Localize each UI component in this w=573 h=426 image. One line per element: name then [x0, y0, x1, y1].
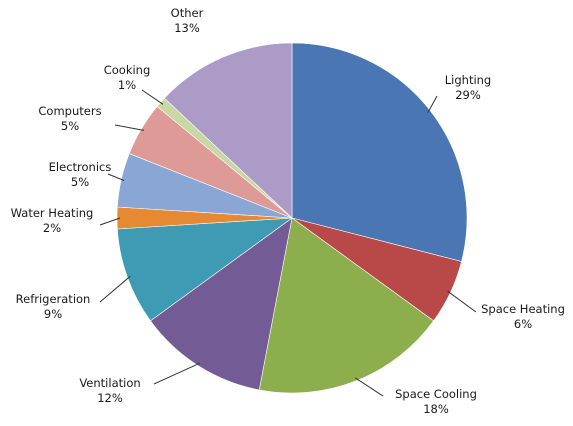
slice-percent-cooking: 1%: [118, 78, 136, 92]
slice-label-refrigeration: Refrigeration: [16, 292, 91, 306]
slice-label-cooking: Cooking: [104, 63, 151, 77]
slice-percent-space-cooling: 18%: [423, 402, 449, 416]
pie-slice-lighting: [291, 42, 468, 262]
slice-label-ventilation: Ventilation: [79, 376, 140, 390]
leader-line-space-heating: [447, 290, 477, 313]
slice-percent-lighting: 29%: [455, 88, 481, 102]
leader-line-ventilation: [153, 362, 201, 385]
slice-percent-refrigeration: 9%: [44, 307, 62, 321]
slice-label-other: Other: [171, 6, 204, 20]
slice-percent-space-heating: 6%: [514, 317, 532, 331]
slice-label-water-heating: Water Heating: [11, 206, 94, 220]
pie-slice-refrigeration: [117, 217, 294, 322]
leader-line-water-heating: [99, 217, 121, 226]
pie-slice-space-cooling: [258, 217, 434, 394]
slice-percent-water-heating: 2%: [43, 221, 61, 235]
leader-line-cooking: [141, 89, 164, 105]
slice-label-lighting: Lighting: [445, 73, 491, 87]
slice-label-computers: Computers: [38, 104, 101, 118]
slice-label-space-heating: Space Heating: [481, 302, 565, 316]
slice-percent-ventilation: 12%: [97, 391, 123, 405]
slice-percent-computers: 5%: [61, 119, 79, 133]
leader-line-space-cooling: [355, 377, 384, 397]
leader-line-computers: [114, 124, 145, 131]
leader-line-electronics: [107, 173, 125, 181]
pie-slice-ventilation: [150, 217, 293, 391]
slice-percent-electronics: 5%: [71, 175, 89, 189]
slice-label-space-cooling: Space Cooling: [395, 387, 477, 401]
pie-slice-other: [164, 42, 293, 219]
slice-percent-other: 13%: [174, 21, 200, 35]
slice-label-electronics: Electronics: [49, 160, 112, 174]
leader-line-refrigeration: [99, 275, 131, 303]
leader-line-lighting: [427, 95, 438, 113]
